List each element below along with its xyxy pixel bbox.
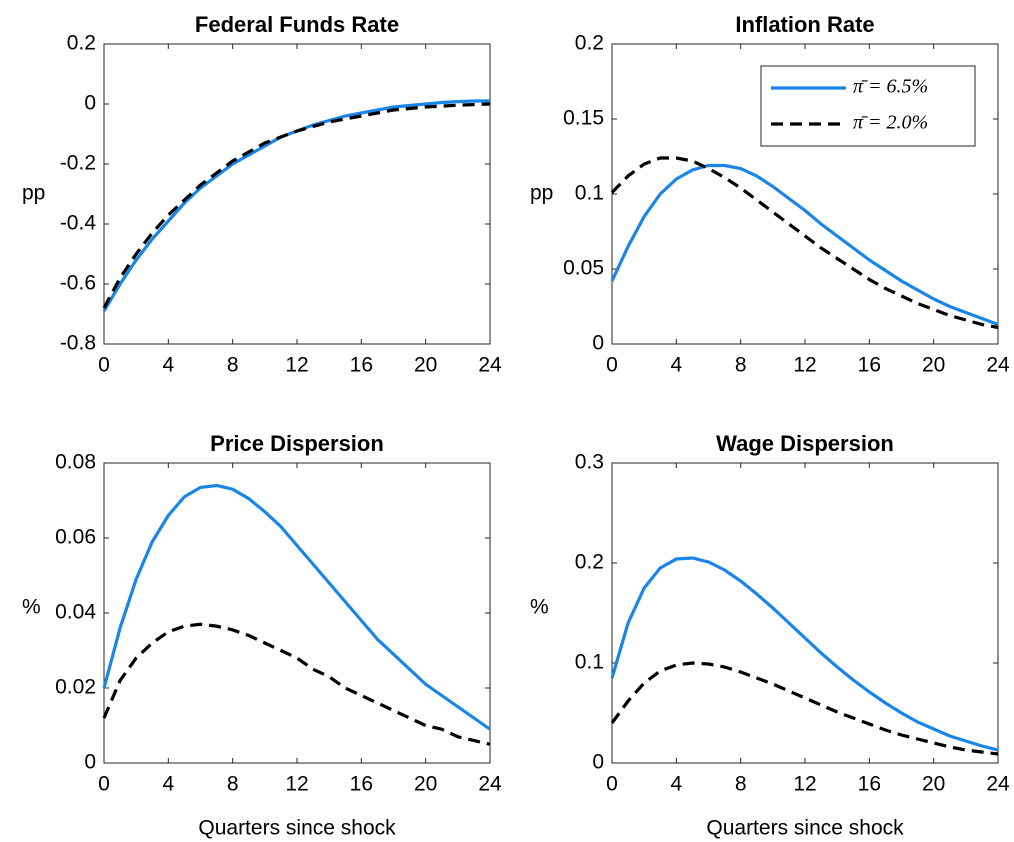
x-tick-label: 8 bbox=[227, 354, 239, 377]
x-tick-label: 24 bbox=[986, 773, 1010, 796]
x-tick-label: 4 bbox=[670, 354, 682, 377]
series-line bbox=[610, 661, 999, 756]
series-line bbox=[610, 156, 999, 330]
x-tick-label: 16 bbox=[858, 773, 881, 796]
x-tick-label: 12 bbox=[285, 773, 308, 796]
x-tick-label: 0 bbox=[98, 354, 110, 377]
x-tick-label: 8 bbox=[227, 773, 239, 796]
x-tick-label: 16 bbox=[350, 773, 373, 796]
x-tick-label: 24 bbox=[986, 354, 1010, 377]
x-axis-label: Quarters since shock bbox=[198, 817, 396, 840]
y-tick-label: 0 bbox=[592, 751, 604, 774]
x-tick-label: 0 bbox=[606, 773, 618, 796]
x-tick-label: 4 bbox=[670, 773, 682, 796]
x-tick-label: 20 bbox=[414, 354, 437, 377]
y-axis-label: pp bbox=[530, 182, 553, 205]
axes-box bbox=[103, 462, 491, 764]
x-tick-label: 16 bbox=[858, 354, 881, 377]
axes-box bbox=[103, 43, 491, 345]
x-tick-label: 24 bbox=[478, 354, 502, 377]
y-tick-label: -0.6 bbox=[60, 272, 96, 295]
chart-title: Federal Funds Rate bbox=[195, 12, 399, 37]
y-tick-label: 0.05 bbox=[563, 257, 604, 280]
y-tick-label: 0.04 bbox=[55, 601, 96, 624]
y-tick-label: 0 bbox=[592, 332, 604, 355]
x-tick-label: 12 bbox=[793, 354, 816, 377]
legend-box bbox=[760, 65, 976, 147]
x-axis-label: Quarters since shock bbox=[706, 817, 904, 840]
y-axis-label: pp bbox=[22, 182, 45, 205]
x-tick-label: 20 bbox=[414, 773, 437, 796]
y-tick-label: 0.06 bbox=[55, 526, 96, 549]
y-tick-label: 0 bbox=[84, 751, 96, 774]
chart-title: Wage Dispersion bbox=[716, 431, 894, 456]
y-tick-label: -0.2 bbox=[60, 152, 96, 175]
x-tick-label: 16 bbox=[350, 354, 373, 377]
y-tick-label: 0.2 bbox=[67, 32, 96, 55]
chart-title: Price Dispersion bbox=[210, 431, 384, 456]
y-tick-label: 0.08 bbox=[55, 451, 96, 474]
y-tick-label: 0 bbox=[84, 92, 96, 115]
y-tick-label: -0.4 bbox=[60, 212, 97, 235]
y-tick-label: 0.2 bbox=[575, 32, 604, 55]
x-tick-label: 24 bbox=[478, 773, 502, 796]
y-tick-label: 0.1 bbox=[575, 182, 604, 205]
legend-label: π̄ = 6.5% bbox=[853, 76, 928, 98]
x-tick-label: 8 bbox=[735, 354, 747, 377]
x-tick-label: 12 bbox=[285, 354, 308, 377]
y-axis-label: % bbox=[22, 596, 41, 619]
x-tick-label: 4 bbox=[162, 773, 174, 796]
x-tick-label: 0 bbox=[606, 354, 618, 377]
axes-box bbox=[611, 462, 999, 764]
x-tick-label: 0 bbox=[98, 773, 110, 796]
y-tick-label: -0.8 bbox=[60, 332, 96, 355]
legend-label: π̄ = 2.0% bbox=[853, 112, 928, 134]
x-tick-label: 4 bbox=[162, 354, 174, 377]
series-line bbox=[610, 556, 999, 752]
y-tick-label: 0.1 bbox=[575, 651, 604, 674]
x-tick-label: 20 bbox=[922, 354, 945, 377]
y-tick-label: 0.2 bbox=[575, 551, 604, 574]
y-tick-label: 0.3 bbox=[575, 451, 604, 474]
x-tick-label: 12 bbox=[793, 773, 816, 796]
x-tick-label: 8 bbox=[735, 773, 747, 796]
series-line bbox=[102, 483, 491, 731]
chart-title: Inflation Rate bbox=[735, 12, 874, 37]
y-tick-label: 0.15 bbox=[563, 107, 604, 130]
series-line bbox=[610, 163, 999, 326]
series-line bbox=[102, 622, 491, 746]
x-tick-label: 20 bbox=[922, 773, 945, 796]
y-tick-label: 0.02 bbox=[55, 676, 96, 699]
series-line bbox=[102, 102, 491, 309]
y-axis-label: % bbox=[530, 596, 549, 619]
